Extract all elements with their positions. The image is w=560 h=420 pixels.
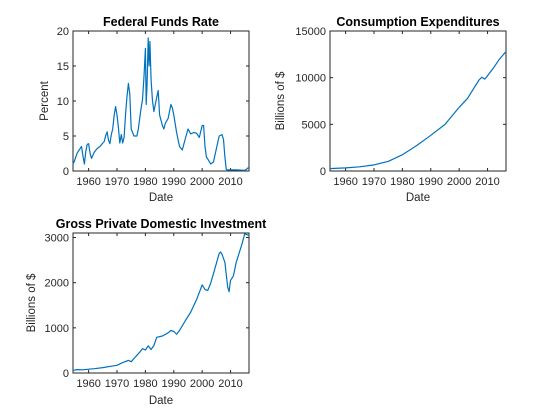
x-tick-label: 1970 bbox=[362, 176, 386, 188]
y-tick-label: 20 bbox=[57, 26, 69, 38]
x-tick-label: 2010 bbox=[218, 378, 242, 390]
y-tick-label: 1000 bbox=[45, 323, 69, 335]
y-tick-label: 10 bbox=[57, 96, 69, 108]
y-tick-label: 5000 bbox=[302, 119, 326, 131]
tick-group: 1960 1970 1980 1990 2000 2010 0 5000 10000 15000 bbox=[295, 26, 506, 188]
x-tick-label: 1980 bbox=[390, 176, 414, 188]
series-layer bbox=[72, 233, 250, 371]
x-tick-label: 1990 bbox=[162, 176, 186, 188]
x-tick-label: 2010 bbox=[218, 176, 242, 188]
tick-group: 1960 1970 1980 1990 2000 2010 0 5 10 15 20 bbox=[57, 26, 249, 188]
y-tick-label: 10000 bbox=[295, 73, 326, 85]
y-axis-label: Percent bbox=[39, 80, 51, 120]
series-line bbox=[72, 233, 250, 371]
gross-private-domestic-investment-panel: Gross Private Domestic Investment 1960 19… bbox=[26, 217, 267, 407]
x-axis-label: Date bbox=[149, 395, 173, 407]
chart-title: Consumption Expenditures bbox=[336, 15, 499, 29]
consumption-expenditures-panel: Consumption Expenditures 1960 1970 1980 199… bbox=[275, 15, 507, 204]
y-tick-label: 2000 bbox=[45, 278, 69, 290]
x-tick-label: 1960 bbox=[333, 176, 357, 188]
y-tick-label: 15000 bbox=[295, 26, 326, 38]
x-tick-label: 1960 bbox=[76, 176, 100, 188]
x-tick-label: 1970 bbox=[105, 378, 129, 390]
series-layer bbox=[72, 37, 250, 171]
x-tick-label: 1980 bbox=[133, 176, 157, 188]
axes-box bbox=[329, 30, 507, 172]
y-tick-label: 0 bbox=[63, 368, 69, 380]
y-tick-label: 5 bbox=[63, 131, 69, 143]
x-tick-label: 2000 bbox=[190, 378, 214, 390]
x-tick-label: 1990 bbox=[419, 176, 443, 188]
x-axis-label: Date bbox=[149, 192, 173, 204]
y-tick-label: 3000 bbox=[45, 233, 69, 245]
chart-title: Gross Private Domestic Investment bbox=[56, 217, 267, 231]
x-axis-label: Date bbox=[406, 192, 430, 204]
series-line bbox=[329, 51, 507, 170]
y-axis-label: Billions of $ bbox=[275, 71, 287, 130]
y-axis-label: Billions of $ bbox=[26, 273, 38, 332]
x-tick-label: 2000 bbox=[447, 176, 471, 188]
y-tick-label: 0 bbox=[320, 166, 326, 178]
chart-title: Federal Funds Rate bbox=[103, 15, 219, 29]
x-tick-label: 2000 bbox=[190, 176, 214, 188]
series-layer bbox=[329, 51, 507, 170]
x-tick-label: 1980 bbox=[133, 378, 157, 390]
x-tick-label: 1970 bbox=[105, 176, 129, 188]
axes-box bbox=[72, 232, 250, 374]
tick-group: 1960 1970 1980 1990 2000 2010 0 1000 2000 3000 bbox=[45, 233, 249, 390]
federal-funds-rate-panel: Federal Funds Rate 1960 1970 1980 1990 2000 2… bbox=[39, 15, 250, 204]
x-tick-label: 2010 bbox=[475, 176, 499, 188]
axes-box bbox=[72, 30, 250, 172]
x-tick-label: 1990 bbox=[162, 378, 186, 390]
y-tick-label: 0 bbox=[63, 166, 69, 178]
series-line bbox=[72, 37, 250, 171]
x-tick-label: 1960 bbox=[76, 378, 100, 390]
y-tick-label: 15 bbox=[57, 61, 69, 73]
